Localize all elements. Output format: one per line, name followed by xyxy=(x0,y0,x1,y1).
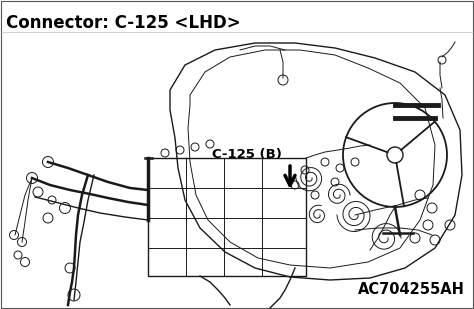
Bar xyxy=(148,158,306,276)
Text: AC704255AH: AC704255AH xyxy=(358,282,465,297)
Text: Connector: C-125 <LHD>: Connector: C-125 <LHD> xyxy=(6,14,241,32)
Text: C-125 (B): C-125 (B) xyxy=(212,148,282,161)
